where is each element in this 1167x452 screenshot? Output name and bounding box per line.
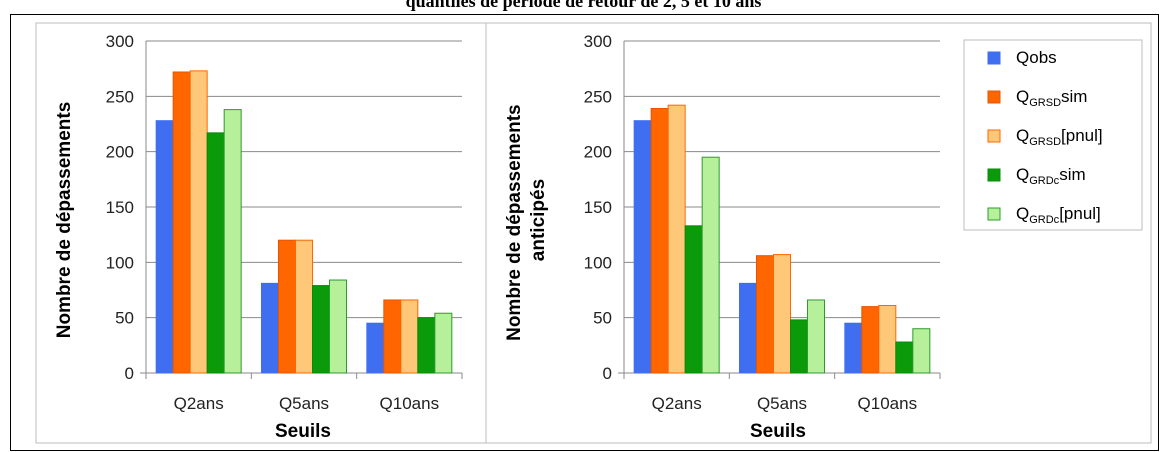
right-bar-Q10ans-1 (861, 306, 880, 374)
right-y-tick-label: 50 (593, 309, 612, 328)
left-bar-Q5ans-3 (312, 285, 330, 374)
left-bar-Q2ans-1 (172, 71, 191, 374)
left-chart: 0 50 100 150 200 250 300 Q2ans Q5ans Q10ans (106, 32, 463, 413)
right-x-tick-label: Q10ans (858, 394, 918, 413)
right-bar-Q5ans-2 (773, 254, 791, 374)
right-y-axis-title: Nombre de dépassements anticipés (504, 99, 549, 341)
left-bar-Q5ans-2 (295, 239, 313, 374)
left-bar-Q10ans-2 (400, 299, 419, 374)
right-bar-Q2ans-4 (701, 156, 720, 374)
left-bar-Q2ans-4 (223, 109, 242, 374)
left-bar-Q5ans-1 (278, 239, 296, 374)
right-x-tick-label: Q5ans (757, 394, 807, 413)
left-bar-Q2ans-2 (189, 70, 208, 374)
left-y-tick-label: 0 (125, 364, 134, 383)
left-x-axis-title: Seuils (275, 421, 331, 442)
left-bar-Q10ans-0 (366, 322, 385, 374)
left-y-tick-label: 150 (106, 198, 134, 217)
left-y-tick-label: 200 (106, 143, 134, 162)
right-bar-Q2ans-3 (684, 225, 703, 374)
right-y-tick-label: 200 (584, 143, 612, 162)
legend: Qobs QGRSDsim QGRSD[pnul] QGRDcsim QGRDc[pnu… (963, 39, 1143, 231)
right-y-tick-label: 0 (603, 364, 612, 383)
left-bar-Q5ans-0 (261, 282, 279, 374)
right-bar-Q10ans-2 (878, 304, 897, 374)
left-bar-Q10ans-3 (417, 317, 436, 374)
legend-swatch (987, 51, 1001, 65)
left-bar-Q2ans-0 (155, 120, 174, 374)
legend-label: QGRSDsim (1016, 87, 1087, 109)
right-bar-Q5ans-4 (807, 299, 825, 374)
right-y-tick-label: 300 (584, 32, 612, 51)
right-x-tick-label: Q2ans (652, 394, 702, 413)
right-bar-Q5ans-3 (790, 319, 808, 374)
figure-frame (10, 14, 1159, 451)
legend-label: QGRDcsim (1016, 165, 1086, 187)
legend-label: QGRSD[pnul] (1016, 126, 1103, 148)
left-x-tick-label: Q5ans (279, 394, 329, 413)
left-y-tick-label: 300 (106, 32, 134, 51)
right-y-tick-label: 150 (584, 198, 612, 217)
right-chart: 0 50 100 150 200 250 300 Q2ans Q5ans Q10ans (584, 32, 941, 413)
legend-swatch (987, 129, 1001, 143)
legend-label: Qobs (1016, 48, 1057, 67)
left-chart-frame (35, 22, 487, 444)
right-y-tick-label: 250 (584, 87, 612, 106)
left-y-axis-title: Nombre de dépassements (54, 102, 75, 339)
left-bar-Q10ans-4 (434, 312, 453, 374)
left-y-tick-label: 250 (106, 87, 134, 106)
right-bar-Q5ans-1 (756, 255, 774, 374)
legend-swatch (987, 90, 1001, 104)
legend-label: QGRDc[pnul] (1016, 204, 1101, 226)
right-y-axis-title-line-2: anticipés (528, 179, 549, 261)
left-bar-Q2ans-3 (206, 132, 225, 374)
legend-swatch (987, 207, 1001, 221)
left-bar-Q10ans-1 (383, 299, 402, 374)
left-x-tick-label: Q10ans (380, 394, 440, 413)
right-x-axis-title: Seuils (750, 421, 806, 442)
right-bar-Q10ans-4 (912, 328, 931, 374)
left-bar-Q5ans-4 (329, 279, 347, 374)
right-y-axis-title-line-1: Nombre de dépassements (504, 104, 525, 341)
left-y-tick-label: 100 (106, 253, 134, 272)
right-bar-Q2ans-1 (650, 108, 669, 374)
right-bar-Q5ans-0 (739, 282, 757, 374)
right-bar-Q10ans-3 (895, 341, 914, 374)
right-y-tick-label: 100 (584, 253, 612, 272)
right-bar-Q10ans-0 (844, 322, 863, 374)
left-y-tick-label: 50 (115, 309, 134, 328)
right-bar-Q2ans-0 (633, 120, 652, 374)
figure-title: quantiles de période de retour de 2, 5 e… (405, 0, 762, 11)
right-bar-Q2ans-2 (667, 104, 686, 374)
legend-swatch (987, 168, 1001, 182)
left-x-tick-label: Q2ans (174, 394, 224, 413)
